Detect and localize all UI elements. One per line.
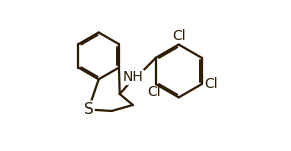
Text: Cl: Cl	[205, 77, 218, 91]
Text: Cl: Cl	[148, 85, 161, 100]
Text: Cl: Cl	[172, 29, 186, 43]
Text: NH: NH	[123, 70, 144, 84]
Text: S: S	[84, 102, 93, 117]
